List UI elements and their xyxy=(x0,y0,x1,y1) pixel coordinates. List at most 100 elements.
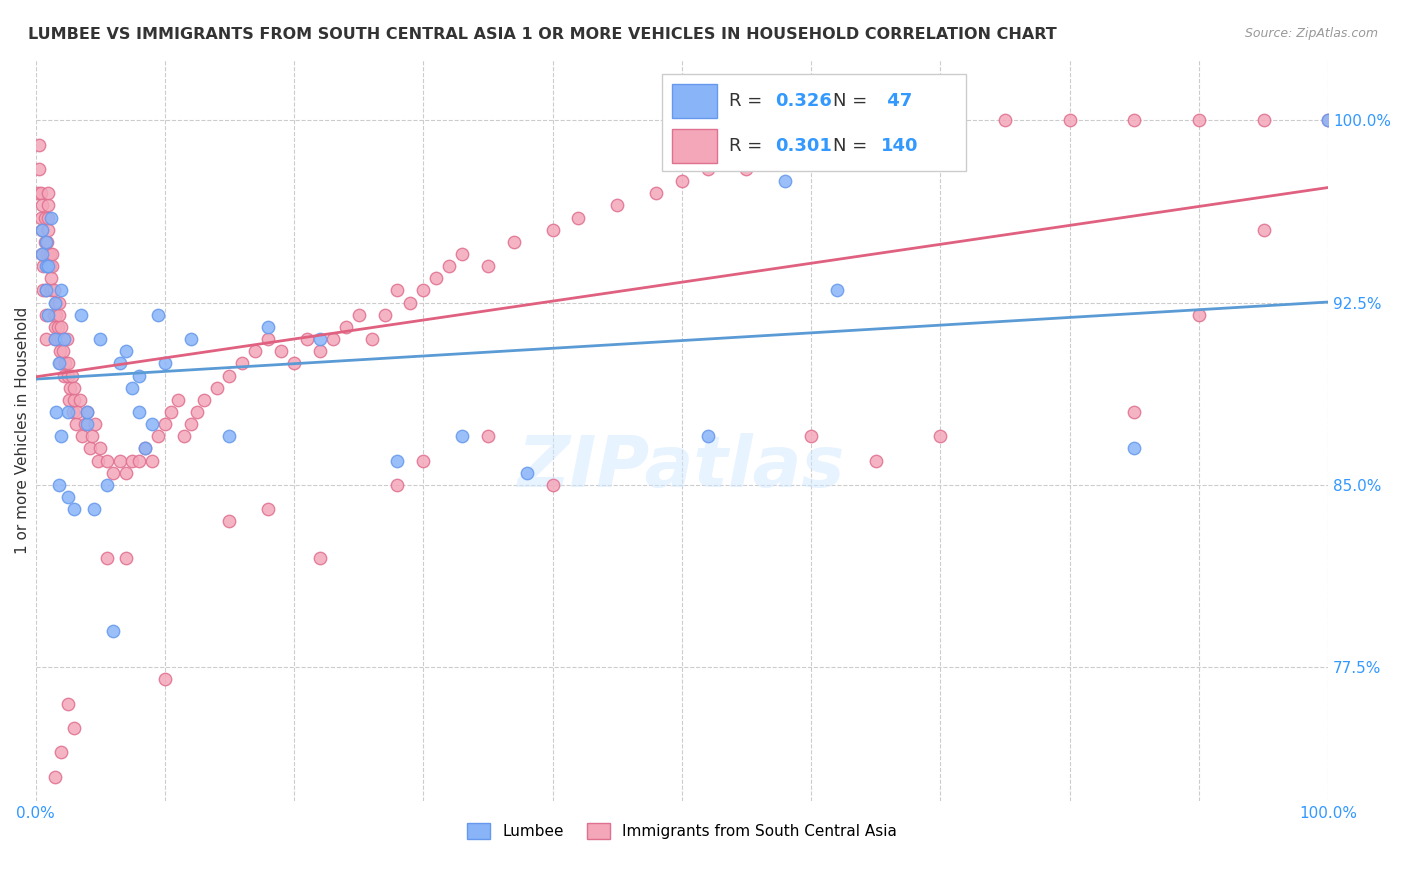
Point xyxy=(49,344,72,359)
Point xyxy=(37,186,59,201)
Y-axis label: 1 or more Vehicles in Household: 1 or more Vehicles in Household xyxy=(15,307,30,554)
Point xyxy=(180,332,202,346)
Point xyxy=(148,308,170,322)
Point xyxy=(865,453,887,467)
Point xyxy=(56,697,79,711)
Point xyxy=(193,392,215,407)
Point xyxy=(451,429,474,443)
Point xyxy=(245,344,267,359)
Point xyxy=(56,490,79,504)
Point xyxy=(45,308,67,322)
Point xyxy=(51,332,73,346)
Point xyxy=(30,186,52,201)
Point xyxy=(360,332,382,346)
Point xyxy=(42,308,65,322)
Point xyxy=(335,320,357,334)
Point xyxy=(186,405,208,419)
Point xyxy=(89,442,111,456)
Point xyxy=(929,429,952,443)
Point xyxy=(83,502,105,516)
Point xyxy=(101,466,124,480)
Point xyxy=(63,392,86,407)
Point xyxy=(53,332,76,346)
Point xyxy=(37,259,59,273)
Point xyxy=(44,770,66,784)
Point xyxy=(148,429,170,443)
Point xyxy=(35,235,58,249)
Point xyxy=(645,186,668,201)
Point xyxy=(218,429,240,443)
Point xyxy=(76,405,98,419)
Point xyxy=(44,332,66,346)
Point xyxy=(270,344,292,359)
Point xyxy=(387,478,409,492)
Point xyxy=(49,356,72,370)
Point xyxy=(37,211,59,225)
Point xyxy=(70,429,93,443)
Point xyxy=(45,295,67,310)
Point xyxy=(28,137,51,152)
Point xyxy=(309,332,332,346)
Point xyxy=(63,502,86,516)
Point xyxy=(44,332,66,346)
Point xyxy=(141,417,163,432)
Point xyxy=(41,247,63,261)
Point xyxy=(39,211,62,225)
Point xyxy=(37,235,59,249)
Point xyxy=(128,368,150,383)
Point xyxy=(37,223,59,237)
Point xyxy=(31,198,53,212)
Point xyxy=(89,332,111,346)
Point xyxy=(79,442,101,456)
Point xyxy=(27,186,49,201)
Point xyxy=(31,223,53,237)
Point xyxy=(322,332,344,346)
Point xyxy=(44,295,66,310)
Point xyxy=(141,453,163,467)
Point xyxy=(929,113,952,128)
Point xyxy=(53,368,76,383)
Point xyxy=(412,284,434,298)
Point xyxy=(1123,442,1146,456)
Point xyxy=(41,259,63,273)
Point xyxy=(86,453,108,467)
Point xyxy=(69,308,91,322)
Point xyxy=(46,332,69,346)
Point xyxy=(69,392,91,407)
Point xyxy=(96,550,118,565)
Point xyxy=(63,721,86,735)
Point xyxy=(374,308,396,322)
Point xyxy=(231,356,253,370)
Point xyxy=(76,405,98,419)
Point xyxy=(541,478,564,492)
Point xyxy=(800,137,823,152)
Point xyxy=(28,161,51,176)
Point xyxy=(51,429,73,443)
Point xyxy=(56,405,79,419)
Point xyxy=(541,223,564,237)
Point xyxy=(257,332,280,346)
Point xyxy=(48,478,70,492)
Point xyxy=(121,453,143,467)
Point xyxy=(451,247,474,261)
Point xyxy=(56,368,79,383)
Point xyxy=(63,381,86,395)
Point xyxy=(42,284,65,298)
Point xyxy=(53,356,76,370)
Text: ZIPatlas: ZIPatlas xyxy=(519,433,845,502)
Point xyxy=(34,235,56,249)
Point xyxy=(1317,113,1340,128)
Point xyxy=(101,624,124,638)
Point xyxy=(1253,223,1275,237)
Point xyxy=(35,284,58,298)
Point xyxy=(48,308,70,322)
Point xyxy=(62,405,84,419)
Point xyxy=(51,745,73,759)
Point xyxy=(477,259,499,273)
Point xyxy=(1123,405,1146,419)
Point xyxy=(295,332,318,346)
Point xyxy=(160,405,183,419)
Point xyxy=(121,381,143,395)
Point xyxy=(38,259,60,273)
Point xyxy=(309,344,332,359)
